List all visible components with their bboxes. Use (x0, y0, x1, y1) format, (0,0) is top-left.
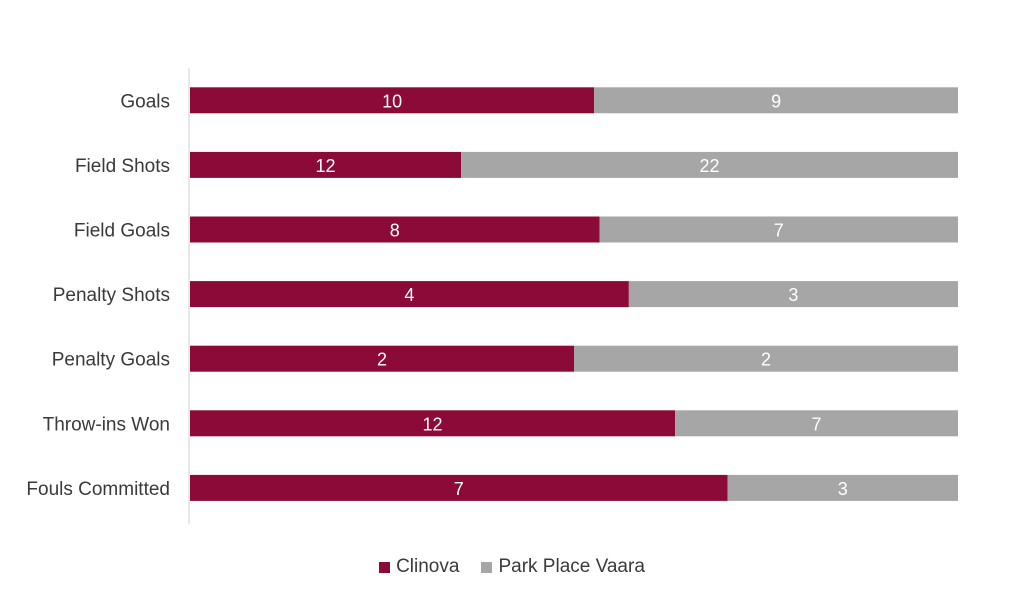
category-label-penalty-shots: Penalty Shots (53, 285, 170, 306)
category-label-goals: Goals (120, 91, 170, 112)
category-label-throw-ins-won: Throw-ins Won (43, 414, 170, 435)
bar-park-place-vaara-throw-ins-won (675, 410, 958, 437)
bar-park-place-vaara-penalty-shots (628, 281, 958, 308)
bar-clinova-field-shots (190, 151, 462, 178)
category-label-fouls-committed: Fouls Committed (26, 479, 170, 500)
bar-clinova-penalty-goals (190, 345, 574, 372)
bar-clinova-fouls-committed (190, 474, 728, 501)
data-label-clinova-penalty-shots: 4 (404, 285, 414, 305)
bar-clinova-goals (190, 87, 595, 114)
data-label-clinova-fouls-committed: 7 (454, 479, 464, 499)
legend-label-clinova: Clinova (396, 556, 460, 577)
legend-swatch-park-place-vaara (481, 561, 493, 573)
bar-park-place-vaara-goals (594, 87, 958, 114)
bar-clinova-field-goals (190, 216, 600, 243)
data-label-park-place-vaara-field-shots: 22 (700, 156, 720, 176)
data-label-park-place-vaara-penalty-shots: 3 (788, 285, 798, 305)
data-label-clinova-throw-ins-won: 12 (423, 414, 443, 434)
legend: Clinova Park Place Vaara (0, 556, 1024, 578)
bars-layer (190, 87, 958, 501)
bar-park-place-vaara-field-shots (461, 151, 958, 178)
data-label-clinova-goals: 10 (382, 91, 402, 111)
bar-park-place-vaara-field-goals (599, 216, 958, 243)
legend-swatch-clinova (379, 561, 391, 573)
legend-item-clinova: Clinova (379, 556, 459, 578)
data-label-park-place-vaara-throw-ins-won: 7 (812, 414, 822, 434)
legend-item-park-place-vaara: Park Place Vaara (481, 556, 645, 578)
bar-park-place-vaara-fouls-committed (727, 474, 958, 501)
bar-clinova-throw-ins-won (190, 410, 676, 437)
bar-clinova-penalty-shots (190, 281, 629, 308)
data-label-park-place-vaara-field-goals: 7 (774, 221, 784, 241)
category-label-penalty-goals: Penalty Goals (52, 350, 170, 371)
legend-label-park-place-vaara: Park Place Vaara (498, 556, 645, 577)
category-label-field-goals: Field Goals (74, 221, 170, 242)
data-label-clinova-field-shots: 12 (316, 156, 336, 176)
data-label-park-place-vaara-goals: 9 (771, 91, 781, 111)
data-label-park-place-vaara-penalty-goals: 2 (761, 350, 771, 370)
category-label-field-shots: Field Shots (75, 156, 170, 177)
bar-park-place-vaara-penalty-goals (574, 345, 958, 372)
data-label-park-place-vaara-fouls-committed: 3 (838, 479, 848, 499)
data-label-clinova-penalty-goals: 2 (377, 350, 387, 370)
data-label-clinova-field-goals: 8 (390, 221, 400, 241)
